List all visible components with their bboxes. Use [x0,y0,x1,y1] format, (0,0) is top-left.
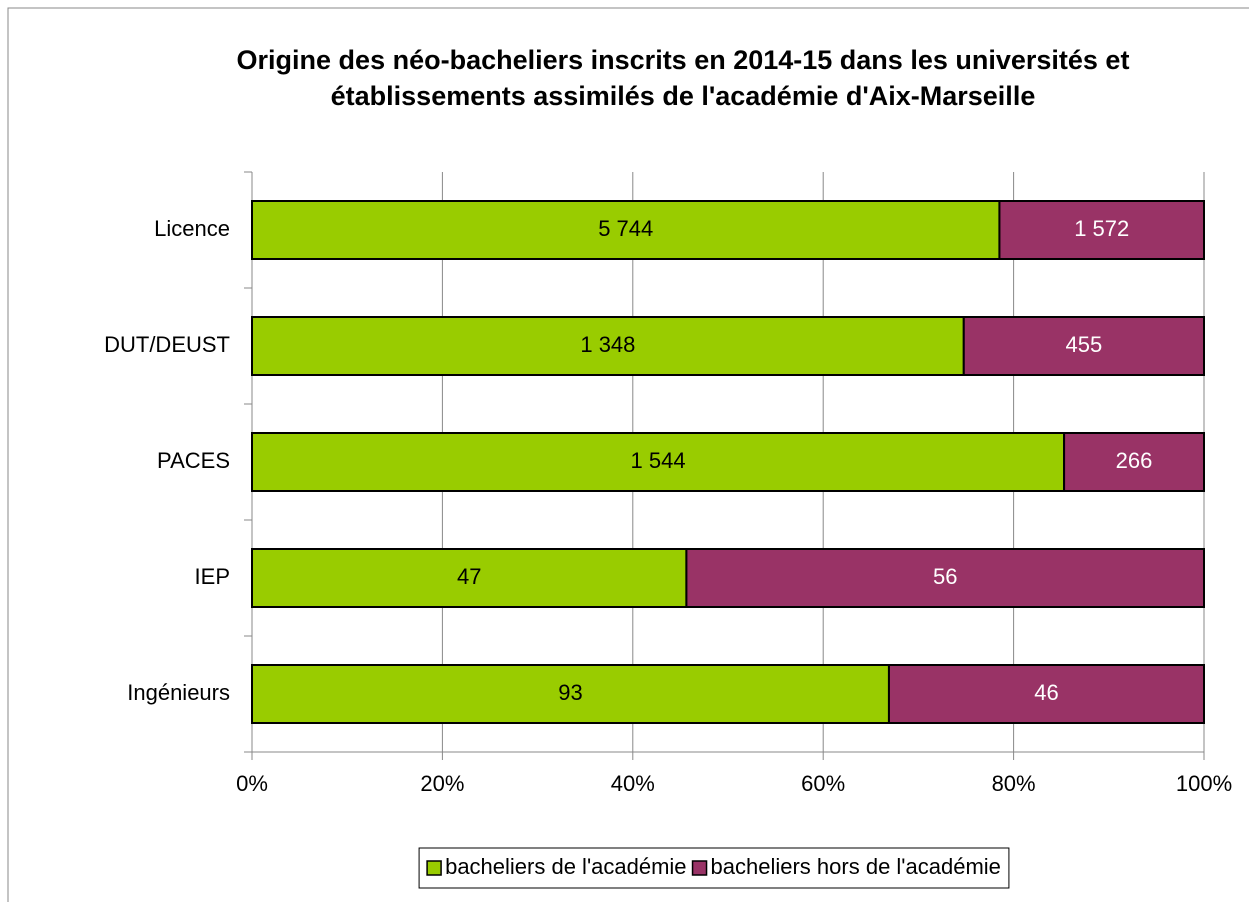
y-tick-label: PACES [157,448,230,473]
y-tick-label: Licence [154,216,230,241]
chart-title: établissements assimilés de l'académie d… [331,81,1036,111]
bar-segment [251,548,688,608]
bar-segment [251,316,965,376]
bar-segment [251,200,1001,260]
data-label: 1 572 [1074,216,1129,241]
x-tick-label: 60% [801,771,845,796]
bar-segment [887,664,1205,724]
legend-label: bacheliers de l'académie [445,854,686,879]
data-label: 266 [1116,448,1153,473]
chart-title: Origine des néo-bacheliers inscrits en 2… [237,45,1130,75]
x-tick-label: 0% [236,771,268,796]
data-label: 1 348 [580,332,635,357]
data-label: 46 [1034,680,1058,705]
data-label: 5 744 [598,216,653,241]
legend-box [418,847,1010,889]
bar-segment [251,664,890,724]
data-label: 455 [1066,332,1103,357]
data-label: 47 [457,564,481,589]
bar-segment [685,548,1205,608]
bar-segment [962,316,1206,376]
legend-swatch [426,860,442,876]
y-tick-label: DUT/DEUST [104,332,230,357]
x-tick-label: 100% [1176,771,1232,796]
data-label: 56 [933,564,957,589]
x-tick-label: 80% [992,771,1036,796]
data-label: 1 544 [631,448,686,473]
legend-swatch [691,860,708,876]
bar-segment [1063,432,1205,492]
bar-segment [998,200,1205,260]
chart-frame [7,7,1249,902]
data-label: 93 [558,680,582,705]
x-tick-label: 40% [611,771,655,796]
x-tick-label: 20% [420,771,464,796]
bar-segment [251,432,1066,492]
y-tick-label: IEP [195,564,230,589]
y-tick-label: Ingénieurs [127,680,230,705]
legend-label: bacheliers hors de l'académie [711,854,1001,879]
